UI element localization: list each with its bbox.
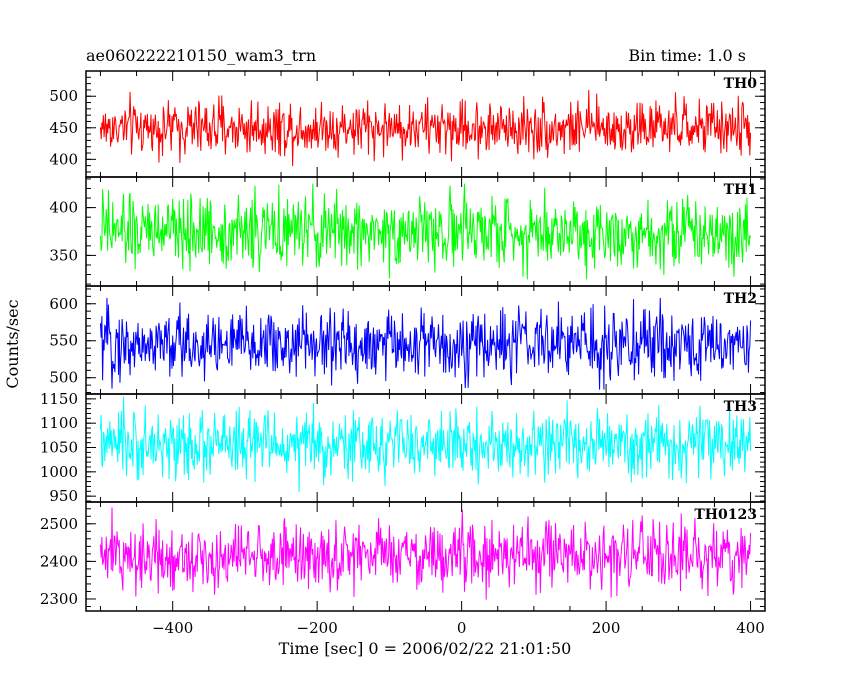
y-tick-label: 500 — [49, 369, 78, 387]
panel-group: 400 450 500 TH0 350 400 TH1 500 550 600 TH2 950 1000… — [40, 70, 766, 612]
panel-th0: 400 450 500 TH0 — [49, 70, 766, 178]
y-tick-label: 400 — [49, 150, 78, 168]
y-tick-label: 1050 — [40, 439, 78, 457]
x-tick-labels: −400 −200 0 200 400 — [152, 619, 765, 637]
y-tick-label: 1000 — [40, 463, 78, 481]
panel-th2: 500 550 600 TH2 — [49, 285, 766, 395]
x-tick-label: 400 — [736, 619, 765, 637]
x-tick-label: 0 — [457, 619, 467, 637]
x-tick-label: −200 — [297, 619, 338, 637]
x-tick-label: −400 — [152, 619, 193, 637]
bin-time-label: Bin time: 1.0 s — [628, 46, 746, 65]
series-line-th0123 — [99, 507, 752, 600]
panel-th0123: 2300 2400 2500 TH0123 — [40, 501, 766, 612]
panel-label-th0123: TH0123 — [694, 507, 757, 523]
chart-title: ae060222210150_wam3_trn — [86, 46, 316, 65]
y-tick-label: 950 — [49, 487, 78, 505]
x-axis-label: Time [sec] 0 = 2006/02/22 21:01:50 — [279, 639, 572, 658]
y-tick-label: 2500 — [40, 515, 78, 533]
y-tick-label: 450 — [49, 119, 78, 137]
y-tick-label: 2300 — [40, 590, 78, 608]
series-line-th2 — [99, 297, 752, 390]
y-tick-label: 350 — [49, 246, 78, 264]
series-line-th3 — [99, 396, 752, 493]
y-axis-label: Counts/sec — [3, 299, 22, 388]
panel-label-th3: TH3 — [724, 399, 757, 415]
x-tick-label: 200 — [592, 619, 621, 637]
y-tick-label: 550 — [49, 332, 78, 350]
panel-th1: 350 400 TH1 — [49, 176, 766, 287]
y-tick-label: 400 — [49, 199, 78, 217]
panel-label-th0: TH0 — [724, 76, 758, 92]
panel-label-th1: TH1 — [724, 182, 757, 198]
series-line-th0 — [99, 89, 752, 167]
panel-label-th2: TH2 — [724, 291, 757, 307]
y-tick-label: 2400 — [40, 552, 78, 570]
y-tick-label: 1150 — [40, 390, 78, 408]
y-tick-label: 600 — [49, 295, 78, 313]
series-line-th1 — [99, 183, 752, 280]
y-tick-label: 1100 — [40, 414, 78, 432]
panel-th3: 950 1000 1050 1100 1150 TH3 — [40, 390, 766, 505]
y-tick-label: 500 — [49, 87, 78, 105]
